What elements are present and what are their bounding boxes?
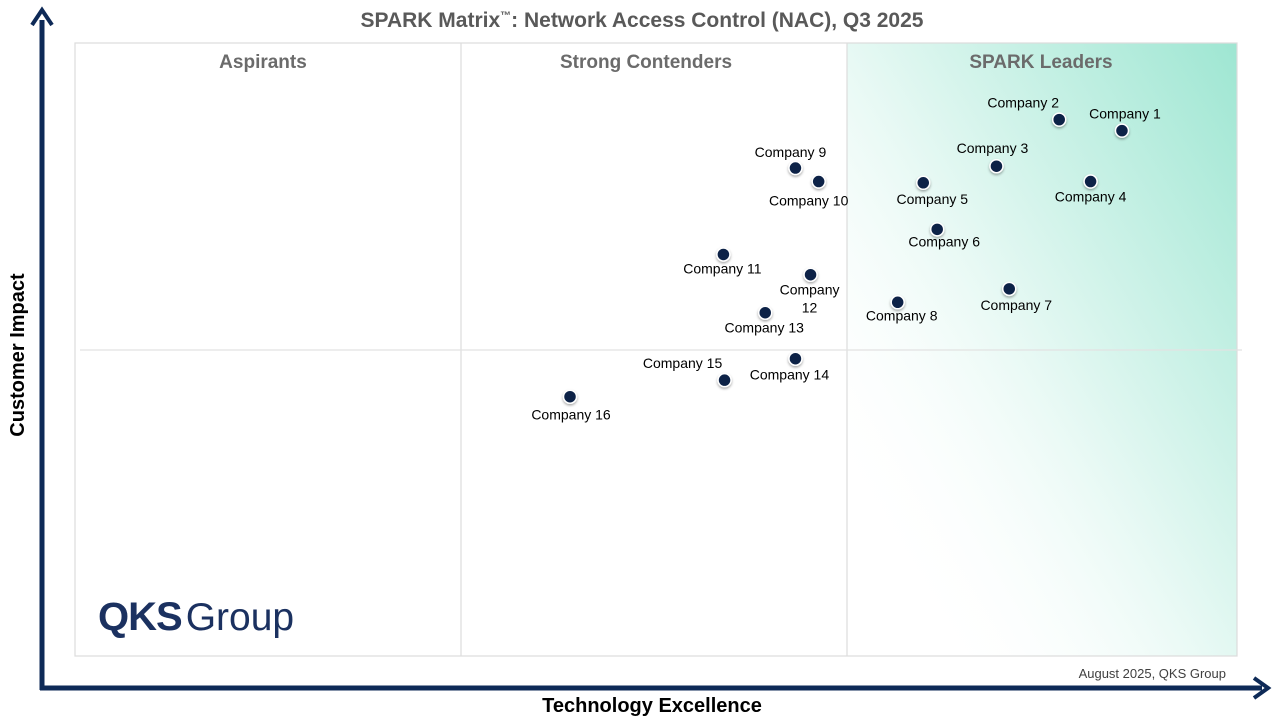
point-marker [890,295,905,310]
point-marker [1001,281,1017,297]
point-marker [562,389,578,404]
data-point-6: Company 6 [908,222,980,249]
data-points: Company 1 Company 2 Company 3 Company 4 Comp… [531,95,1161,423]
y-axis-label: Customer Impact [7,273,29,437]
data-point-14: Company 14 [750,351,830,383]
point-marker [717,372,732,388]
data-point-3: Company 3 [957,140,1029,174]
point-label: Company 9 [755,144,827,160]
point-label: Company 11 [683,260,762,276]
region-label-spark-leaders: SPARK Leaders [969,52,1112,73]
data-point-10: Company 10 [769,174,849,209]
point-label: Company 10 [769,193,849,209]
point-marker [929,222,945,237]
point-marker [757,305,773,320]
data-point-1: Company 1 [1089,106,1161,138]
logo-text: QKS Group [98,595,294,639]
point-label: Company 8 [866,307,938,323]
qks-group-logo: QKS Group [98,595,294,639]
data-point-13: Company 13 [725,305,805,336]
y-axis [30,6,54,690]
data-point-7: Company 7 [980,281,1052,313]
region-label-strong-contenders: Strong Contenders [560,52,732,73]
data-point-9: Company 9 [755,144,827,176]
point-label: Company 3 [957,140,1029,156]
point-marker [1114,123,1130,138]
point-label: Company 16 [531,407,611,423]
data-point-11: Company 11 [683,247,762,276]
x-axis [40,676,1272,700]
x-axis-label: Technology Excellence [542,695,762,717]
point-label: Company 13 [725,320,805,336]
point-label: Company 5 [896,191,968,207]
point-label: Company 1 [1089,106,1161,122]
point-marker [1083,174,1098,189]
point-label: Company 4 [1055,189,1127,205]
data-point-5: Company 5 [896,175,968,207]
data-point-12: Company 12 [780,267,840,316]
point-label: Company 15 [643,355,723,371]
trademark-mark: ™ [500,10,511,22]
data-point-16: Company 16 [531,389,611,423]
point-label: Company 6 [908,233,980,249]
point-label: Company 14 [750,367,830,383]
point-label: Company 2 [987,95,1059,111]
data-point-2: Company 2 [987,95,1067,127]
point-marker [1051,112,1067,127]
point-marker [788,351,803,366]
point-marker [916,175,931,191]
point-marker [989,158,1004,174]
point-marker [803,267,818,282]
point-label: Company 7 [980,297,1052,313]
point-marker [811,174,826,189]
data-point-4: Company 4 [1055,174,1127,205]
chart-title: SPARK Matrix™: Network Access Control (N… [361,9,924,32]
source-footnote: August 2025, QKS Group [1079,666,1226,681]
point-marker [716,247,731,262]
point-marker [788,160,803,176]
data-point-15: Company 15 [643,355,732,388]
point-label: Company 12 [780,282,840,316]
region-label-aspirants: Aspirants [219,52,307,73]
data-point-8: Company 8 [866,295,938,323]
